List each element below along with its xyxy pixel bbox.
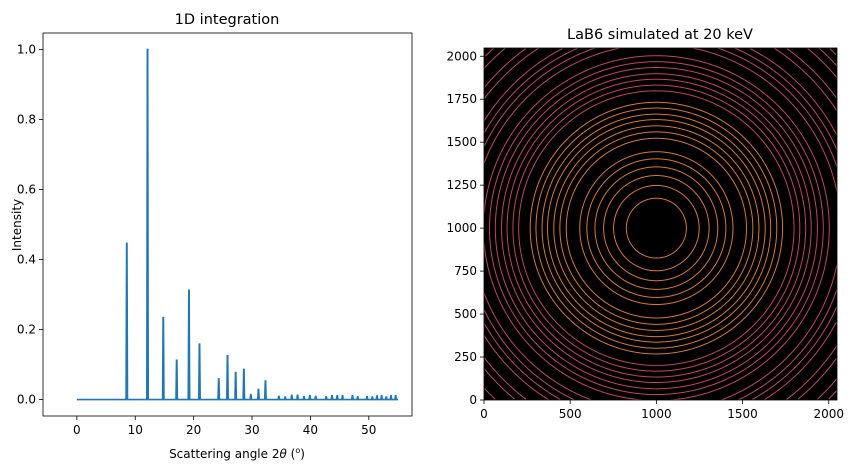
diffraction-ring — [829, 48, 837, 56]
y-tick-label: 1000 — [446, 221, 477, 235]
y-tick-label: 1.0 — [17, 42, 36, 56]
y-tick-label: 0.2 — [17, 323, 36, 337]
x-tick-label: 50 — [361, 423, 376, 437]
y-tick-label: 1250 — [446, 178, 477, 192]
diffraction-ring — [484, 48, 837, 400]
x-axis-label: Scattering angle 2θ (o) — [169, 446, 305, 461]
diffraction-ring — [529, 101, 784, 355]
integration-plot: 1D integration 0 10 20 30 40 50 0.0 0.2 0.4 0.6 0.… — [10, 12, 413, 461]
diffraction-ring — [484, 48, 837, 400]
diffraction-ring — [613, 184, 700, 272]
diffraction-ring — [484, 48, 837, 400]
diffraction-ring — [535, 107, 778, 349]
right-title: LaB6 simulated at 20 keV — [567, 27, 753, 43]
y-axis-label: Intensity — [10, 199, 24, 251]
diffraction-ring — [547, 119, 766, 338]
diffraction-ring — [565, 137, 747, 319]
diffraction-ring — [625, 197, 687, 259]
diffraction-ring — [512, 84, 801, 372]
diffraction-ring — [559, 131, 754, 325]
diffraction-ring — [484, 48, 837, 400]
diffraction-ring — [579, 151, 734, 306]
x-tick-label: 20 — [186, 423, 201, 437]
left-axes-frame — [42, 32, 413, 417]
y-tick-label: 0.4 — [17, 253, 36, 267]
x-tick-label: 40 — [303, 423, 318, 437]
y-tick-label: 0.8 — [17, 112, 36, 126]
x-tick-label: 1500 — [727, 407, 758, 421]
detector-image — [484, 48, 837, 400]
y-tick-label: 2000 — [446, 49, 477, 63]
y-tick-label: 0.0 — [17, 393, 36, 407]
x-tick-label: 2000 — [813, 407, 844, 421]
diffraction-ring — [541, 113, 772, 343]
x-tick-label: 0 — [73, 423, 81, 437]
diffraction-ring — [553, 125, 760, 331]
x-tick-label: 30 — [244, 423, 259, 437]
diffraction-ring — [594, 166, 719, 290]
x-tick-label: 500 — [559, 407, 582, 421]
diffraction-ring — [603, 175, 710, 282]
y-tick-label: 0 — [469, 393, 477, 407]
y-tick-label: 250 — [454, 350, 477, 364]
diffraction-ring — [488, 61, 824, 396]
x-tick-label: 10 — [128, 423, 143, 437]
x-tick-label: 0 — [480, 407, 488, 421]
y-tick-label: 0.6 — [17, 182, 36, 196]
left-title: 1D integration — [175, 12, 280, 28]
diffraction-ring — [484, 48, 837, 400]
diffraction-ring — [494, 67, 818, 390]
right-axes-frame — [483, 47, 838, 401]
diffraction-ring — [484, 48, 837, 400]
diffraction-ring — [518, 90, 795, 366]
intensity-line — [76, 48, 398, 401]
diffraction-ring — [484, 55, 830, 400]
y-tick-label: 750 — [454, 264, 477, 278]
diffraction-ring — [501, 73, 812, 384]
diffraction-ring — [484, 48, 837, 400]
diffraction-ring — [586, 158, 727, 298]
y-tick-label: 1500 — [446, 135, 477, 149]
detector-image-plot: LaB6 simulated at 20 keV 0 500 1000 1500 200… — [446, 27, 844, 421]
diffraction-ring — [506, 78, 807, 378]
x-tick-label: 1000 — [641, 407, 672, 421]
diffraction-ring — [484, 48, 837, 400]
y-tick-label: 1750 — [446, 92, 477, 106]
y-tick-label: 500 — [454, 307, 477, 321]
